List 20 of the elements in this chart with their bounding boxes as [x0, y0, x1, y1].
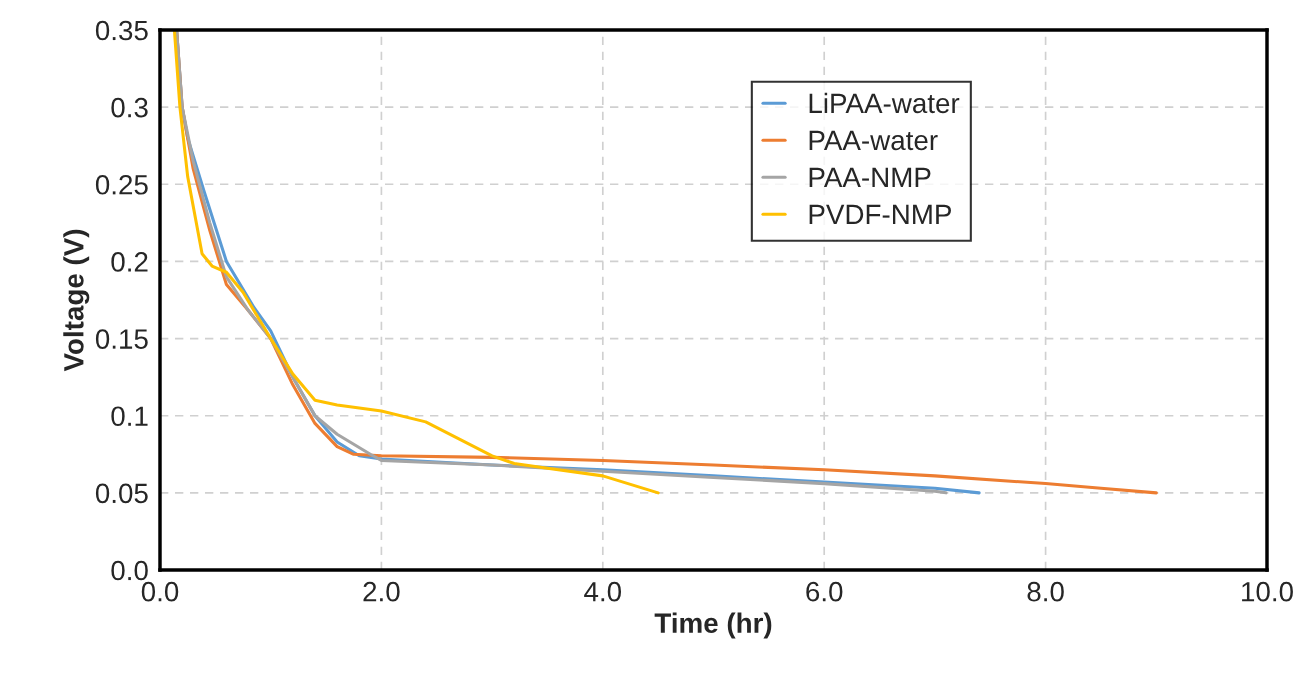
y-tick-label: 0.2: [111, 252, 148, 272]
legend-label: PVDF-NMP: [809, 204, 951, 224]
x-tick-label: 8.0: [1027, 581, 1064, 602]
legend-label: LiPAA-water: [809, 92, 960, 114]
x-tick-label: 2.0: [363, 581, 400, 602]
y-tick-label: 0.25: [95, 174, 148, 195]
x-tick-label: 6.0: [806, 581, 843, 602]
x-axis-title: Time (hr): [654, 612, 772, 639]
y-tick-label: 0.0: [111, 560, 148, 581]
y-tick-label: 0.3: [111, 97, 148, 118]
y-tick-label: 0.35: [95, 20, 148, 41]
legend-label: PAA-water: [809, 130, 938, 151]
y-tick-label: 0.1: [111, 406, 148, 427]
x-tick-label: 4.0: [584, 581, 622, 602]
y-axis-title: Voltage (V): [63, 229, 90, 372]
legend-label: PAA-NMP: [809, 167, 931, 187]
y-tick-label: 0.15: [95, 329, 148, 349]
x-tick-label: 10.0: [1242, 581, 1293, 602]
y-tick-label: 0.05: [95, 483, 148, 504]
x-tick-label: 0.0: [141, 581, 179, 602]
